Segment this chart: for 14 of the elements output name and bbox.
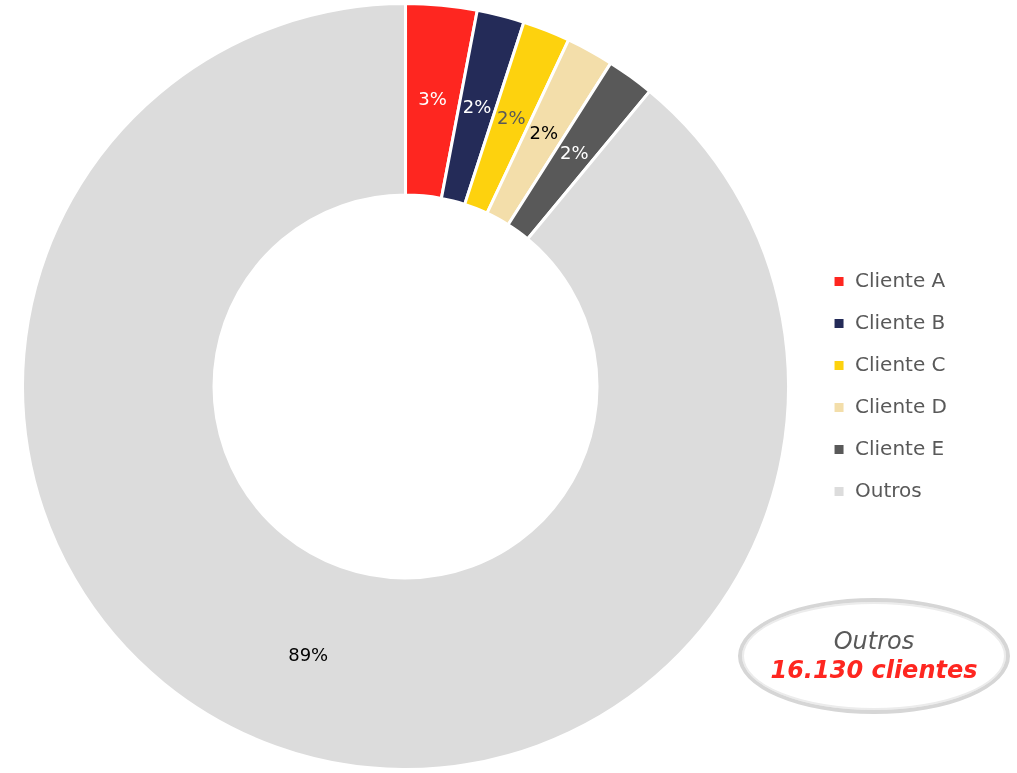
data-label: 2% [529,122,559,144]
text: Outros [833,627,915,656]
data-label: 2% [462,95,492,117]
data-label: 2% [496,107,526,129]
data-label: 2% [560,141,589,163]
legend-label: Cliente C [855,351,946,376]
data-label: 3% [418,88,447,110]
legend-label: Outros [855,477,922,502]
legend-label: Cliente D [855,393,948,418]
legend-label: Cliente E [855,435,945,460]
text: 16.130 clientes [770,656,978,685]
legend-label: Cliente B [855,309,946,334]
legend-label: Cliente A [855,267,946,292]
data-label: 89% [288,644,329,666]
